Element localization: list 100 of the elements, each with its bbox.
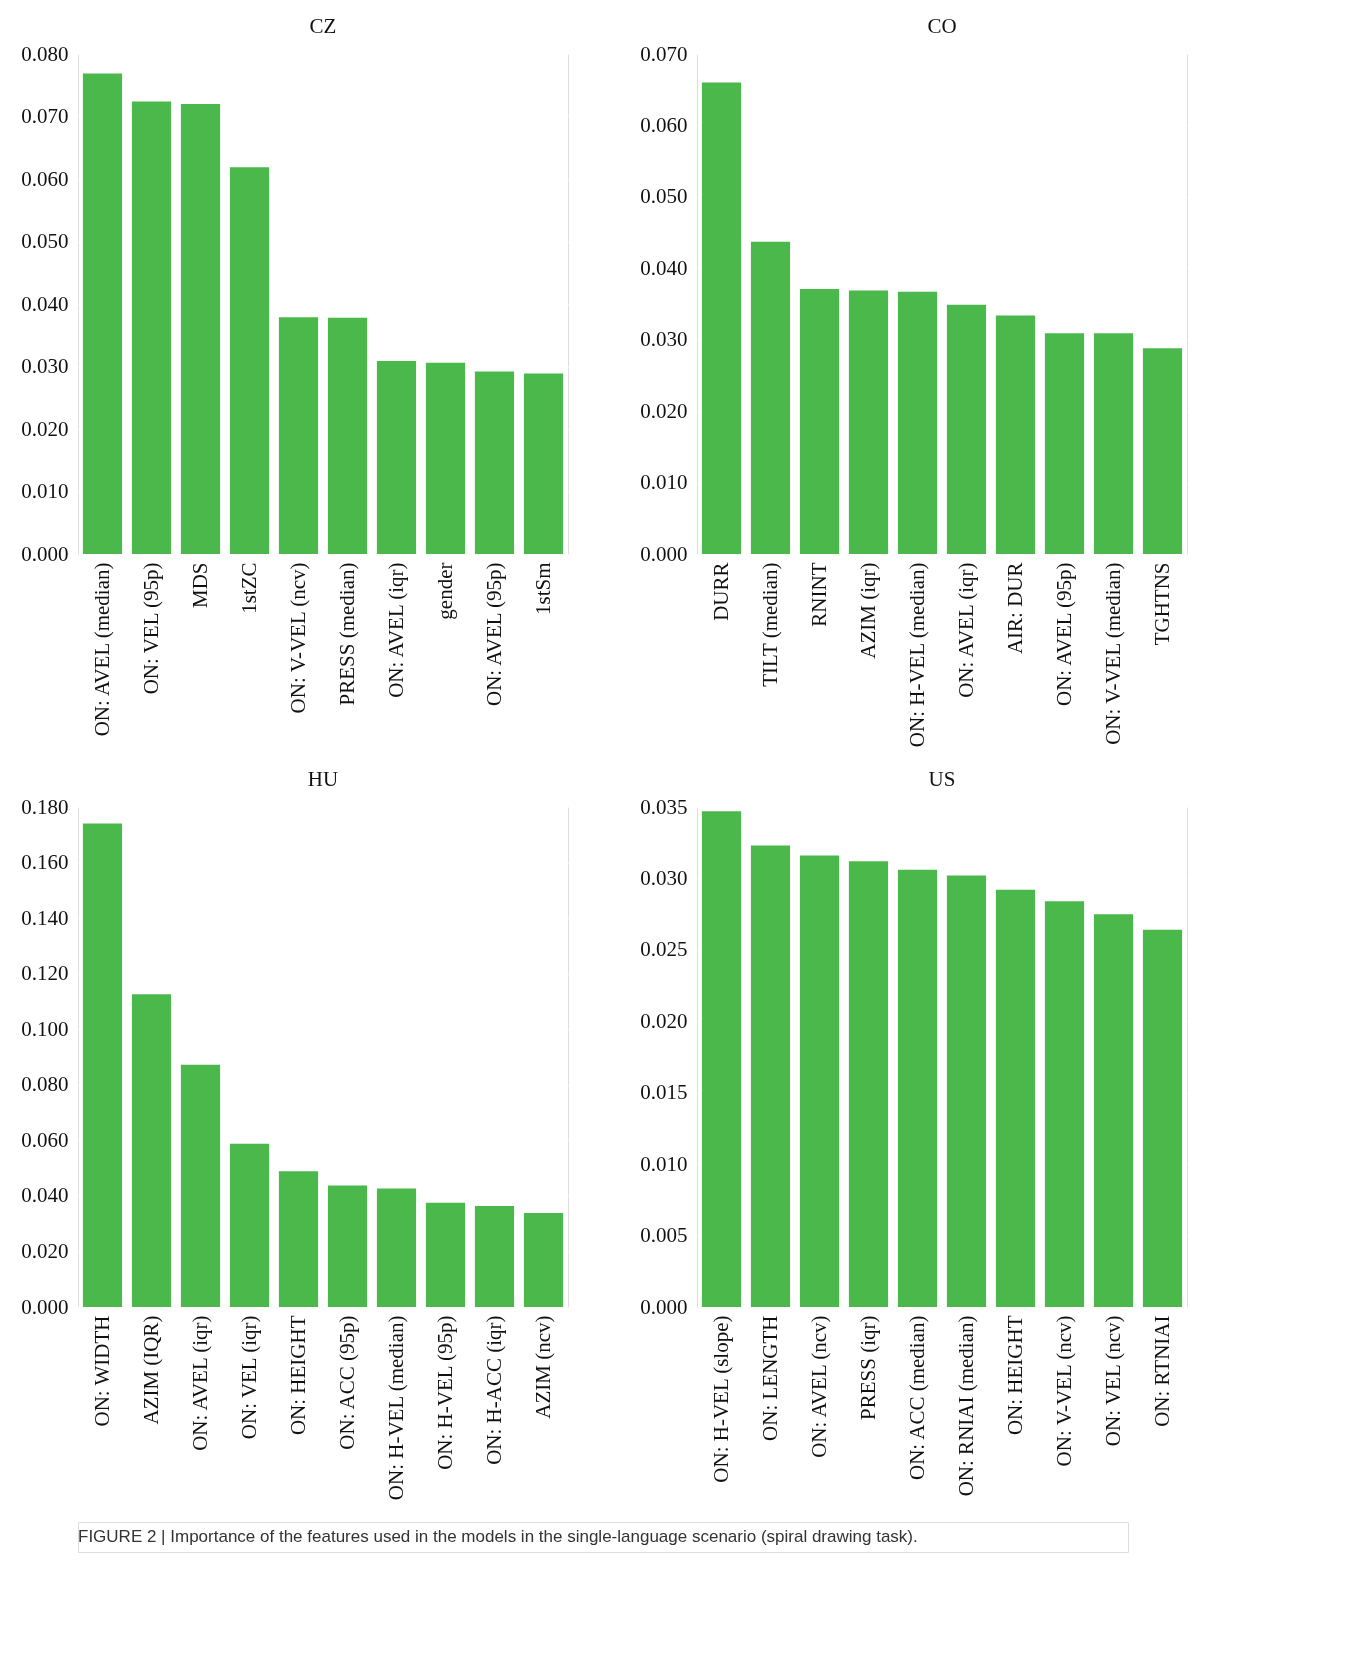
x-tick-label: AZIM (IQR) xyxy=(138,1315,163,1425)
chart-title: US xyxy=(928,767,956,791)
bar xyxy=(701,82,742,554)
bar xyxy=(278,1171,319,1307)
x-tick-label: MDS xyxy=(187,562,212,609)
bar xyxy=(278,317,319,554)
bar xyxy=(474,371,515,554)
y-tick-label: 0.000 xyxy=(21,541,69,566)
y-tick-label: 0.035 xyxy=(640,794,688,819)
x-tick-label: ON: AVEL (95p) xyxy=(1051,562,1076,706)
y-tick-label: 0.080 xyxy=(21,1072,69,1097)
bar xyxy=(946,875,987,1307)
y-tick-label: 0.000 xyxy=(640,1294,688,1319)
bar xyxy=(995,889,1036,1307)
bar xyxy=(131,994,172,1307)
bar xyxy=(1142,929,1183,1307)
bar xyxy=(799,289,840,554)
bar xyxy=(1093,333,1134,554)
x-tick-label: ON: ACC (95p) xyxy=(334,1315,359,1450)
x-tick-label: ON: WIDTH xyxy=(89,1315,114,1427)
bar xyxy=(995,315,1036,554)
y-tick-label: 0.010 xyxy=(21,479,69,503)
x-tick-label: ON: RNIAI (median) xyxy=(953,1315,978,1497)
bar xyxy=(131,101,172,554)
y-tick-label: 0.020 xyxy=(21,416,69,441)
bar xyxy=(799,855,840,1307)
x-tick-label: ON: V-VEL (median) xyxy=(1100,562,1125,745)
bar xyxy=(1093,914,1134,1307)
x-tick-label: ON: AVEL (95p) xyxy=(481,562,506,706)
x-tick-label: 1stZC xyxy=(236,562,261,614)
bar xyxy=(229,167,270,554)
y-tick-label: 0.080 xyxy=(21,41,69,66)
x-tick-label: ON: H-VEL (95p) xyxy=(432,1315,457,1470)
y-tick-label: 0.005 xyxy=(640,1223,688,1248)
bar xyxy=(848,861,889,1307)
bar xyxy=(327,1185,368,1307)
bar xyxy=(897,291,938,554)
chart-title: CO xyxy=(927,14,957,38)
bar xyxy=(229,1143,270,1307)
bar xyxy=(425,362,466,554)
y-tick-label: 0.140 xyxy=(21,905,69,930)
x-tick-label: RNINT xyxy=(806,562,831,627)
x-tick-label: 1stSm xyxy=(530,562,555,616)
x-tick-label: AZIM (ncv) xyxy=(530,1315,555,1419)
y-tick-label: 0.020 xyxy=(640,398,688,423)
x-tick-label: ON: LENGTH xyxy=(757,1315,782,1441)
bar xyxy=(82,823,123,1307)
x-tick-label: ON: AVEL (iqr) xyxy=(383,562,408,698)
x-tick-label: ON: HEIGHT xyxy=(285,1315,310,1436)
bar xyxy=(327,317,368,554)
y-tick-label: 0.030 xyxy=(21,354,69,378)
y-tick-label: 0.070 xyxy=(21,104,69,128)
x-tick-label: ON: H-VEL (median) xyxy=(383,1315,408,1501)
y-tick-label: 0.030 xyxy=(640,327,688,352)
bar xyxy=(750,845,791,1307)
x-tick-label: ON: AVEL (ncv) xyxy=(806,1315,831,1458)
y-tick-label: 0.040 xyxy=(640,255,688,280)
y-tick-label: 0.070 xyxy=(640,41,688,66)
y-tick-label: 0.120 xyxy=(21,961,69,986)
bar xyxy=(701,811,742,1307)
y-tick-label: 0.050 xyxy=(21,229,69,253)
x-tick-label: PRESS (median) xyxy=(334,562,359,706)
caption: FIGURE 2 | Importance of the features used in the models in the single-language scenario (spiral drawing task). xyxy=(78,1527,918,1546)
x-tick-label: ON: V-VEL (ncv) xyxy=(285,562,310,714)
bar xyxy=(750,241,791,554)
y-tick-label: 0.025 xyxy=(640,937,688,962)
bar xyxy=(1044,333,1085,554)
y-tick-label: 0.040 xyxy=(21,1183,69,1208)
x-tick-label: ON: V-VEL (ncv) xyxy=(1051,1315,1076,1467)
y-tick-label: 0.000 xyxy=(640,541,688,566)
chart-title: CZ xyxy=(309,14,337,38)
bar xyxy=(523,1213,564,1307)
x-tick-label: ON: H-ACC (iqr) xyxy=(481,1315,506,1465)
bar xyxy=(1044,901,1085,1307)
y-tick-label: 0.060 xyxy=(21,1127,69,1152)
x-tick-label: ON: AVEL (iqr) xyxy=(953,562,978,698)
chart-title: HU xyxy=(307,767,339,791)
x-tick-label: ON: H-VEL (slope) xyxy=(708,1315,733,1483)
bar xyxy=(1142,348,1183,554)
bar xyxy=(474,1205,515,1307)
bar xyxy=(82,73,123,554)
x-tick-label: ON: AVEL (iqr) xyxy=(187,1315,212,1451)
x-tick-label: ON: HEIGHT xyxy=(1002,1315,1027,1436)
y-tick-label: 0.060 xyxy=(640,112,688,137)
x-tick-label: ON: ACC (median) xyxy=(904,1315,929,1480)
x-tick-label: ON: VEL (ncv) xyxy=(1100,1315,1125,1447)
x-tick-label: ON: VEL (95p) xyxy=(138,562,163,695)
bar xyxy=(180,104,221,554)
x-tick-label: gender xyxy=(432,562,457,620)
bar xyxy=(848,290,889,554)
x-tick-label: DURR xyxy=(708,562,733,621)
y-tick-label: 0.040 xyxy=(21,291,69,316)
x-tick-label: AIR: DUR xyxy=(1002,562,1027,655)
y-tick-label: 0.160 xyxy=(21,850,69,875)
bar xyxy=(376,360,417,554)
bar xyxy=(946,304,987,554)
bar xyxy=(180,1064,221,1307)
y-tick-label: 0.015 xyxy=(640,1080,688,1105)
x-tick-label: ON: VEL (iqr) xyxy=(236,1315,261,1440)
y-tick-label: 0.010 xyxy=(640,470,688,495)
